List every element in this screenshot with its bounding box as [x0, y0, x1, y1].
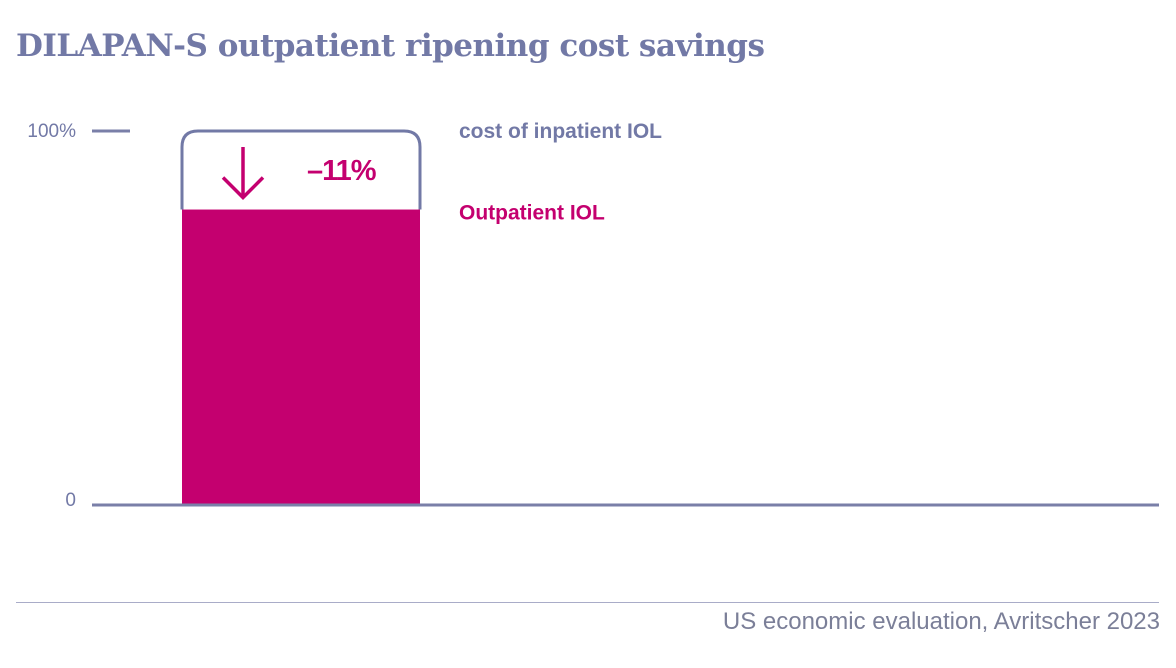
footer-divider [16, 602, 1159, 603]
y-axis: 0 100% [27, 121, 130, 511]
chart: 0 100% –11% cost of inpatient IOL Outpat… [27, 120, 1159, 511]
bar-outpatient-iol [182, 209, 420, 506]
arrow-down-icon [221, 147, 265, 201]
y-tick-label-100: 100% [27, 121, 76, 142]
y-tick-label-0: 0 [65, 490, 76, 511]
series-label-inpatient-iol: cost of inpatient IOL [459, 120, 662, 143]
series-label-outpatient-iol: Outpatient IOL [459, 202, 605, 225]
bar-outline-inpatient-iol [180, 129, 422, 210]
change-label: –11% [307, 155, 377, 187]
source-note: US economic evaluation, Avritscher 2023 [722, 608, 1160, 635]
chart-title: DILAPAN-S outpatient ripening cost savin… [16, 28, 765, 64]
